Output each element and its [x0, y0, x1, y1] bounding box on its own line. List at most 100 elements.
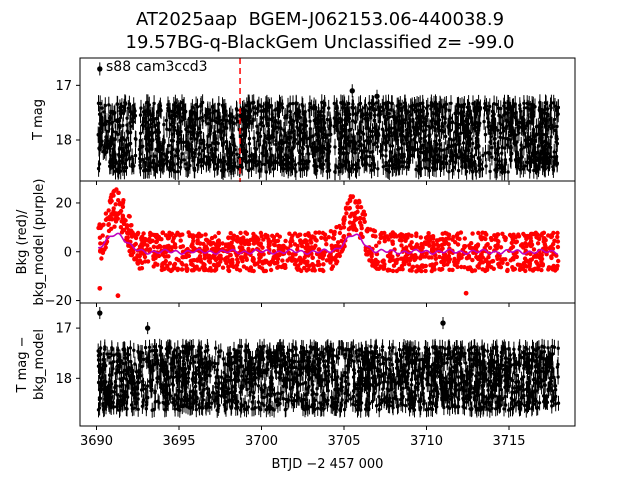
mag-point — [508, 106, 512, 111]
mag-point — [137, 147, 142, 152]
mag-point — [540, 165, 545, 169]
bkg-point — [238, 230, 243, 236]
mag-point — [109, 111, 113, 115]
mag-point — [232, 161, 237, 165]
mag-point — [213, 109, 217, 113]
mag-point — [376, 167, 380, 171]
mag-point — [466, 101, 471, 106]
mag-point — [223, 126, 227, 130]
mag-point — [341, 106, 345, 110]
mag-point — [552, 162, 556, 166]
mag-point — [407, 154, 412, 158]
mag-point — [116, 117, 120, 122]
mag-point — [370, 134, 374, 139]
mag-point — [397, 165, 402, 169]
mag-point — [548, 104, 553, 108]
bkg-point — [341, 225, 347, 230]
bkg-point — [280, 258, 285, 263]
mag-point — [111, 162, 115, 167]
mag-point — [461, 141, 466, 145]
mag-point — [170, 120, 174, 125]
mag-point — [250, 121, 254, 126]
mag-point — [421, 143, 425, 147]
bkg-point — [516, 234, 522, 239]
mag-point — [419, 166, 423, 171]
mag-point — [319, 129, 323, 133]
mag-point — [103, 121, 107, 125]
mag-point — [104, 136, 109, 140]
mag-point — [283, 131, 287, 135]
mag-point — [151, 113, 155, 117]
mag-point — [176, 169, 180, 174]
mag-point — [102, 148, 107, 153]
mag-point — [213, 119, 217, 123]
mag-point — [499, 115, 503, 119]
mag-point — [325, 117, 329, 122]
mag-point — [334, 106, 338, 111]
mag-point — [555, 124, 559, 129]
mag-point — [167, 168, 172, 172]
mag-point — [503, 158, 508, 162]
mag-point — [141, 157, 145, 162]
mag-point — [554, 157, 558, 161]
mag-point — [145, 156, 149, 161]
mag-point — [159, 108, 163, 113]
mag-point — [186, 166, 191, 171]
mag-point — [153, 154, 157, 158]
mag-point — [540, 135, 544, 140]
mag-point — [251, 118, 255, 123]
chart-title-line1: AT2025aap BGEM-J062153.06-440038.9 — [135, 9, 505, 30]
mag-point — [120, 160, 124, 164]
mag-point — [552, 117, 557, 122]
mag-point — [162, 122, 166, 127]
mag-point — [96, 166, 101, 171]
bkg-point — [96, 225, 101, 231]
mag-point — [229, 135, 234, 140]
mag-point — [197, 152, 201, 156]
mag-point — [298, 115, 302, 120]
mag-point — [133, 137, 138, 141]
mag-point — [418, 140, 422, 144]
mag-point — [299, 159, 303, 163]
mag-point — [184, 127, 188, 132]
mag-point — [553, 104, 557, 108]
mag-point — [317, 134, 321, 138]
mag-point — [364, 139, 369, 143]
mag-point — [244, 123, 249, 128]
mag-point — [395, 104, 399, 108]
mag-point — [537, 132, 541, 136]
mag-point — [231, 115, 235, 119]
mag-point — [427, 134, 432, 139]
mag-point — [353, 120, 358, 124]
mag-point — [332, 124, 336, 129]
mag-point — [380, 153, 384, 158]
mag-point — [389, 157, 394, 161]
mag-point — [519, 116, 523, 120]
mag-point — [338, 170, 342, 174]
bkg-point — [555, 234, 560, 240]
mag-point — [367, 101, 371, 106]
mag-point — [253, 111, 258, 115]
mag-point — [437, 158, 442, 162]
outlier-point — [349, 88, 355, 94]
mag-point — [324, 158, 328, 163]
y-tick-label: 17 — [55, 79, 72, 94]
mag-point — [198, 116, 202, 120]
mag-point — [449, 101, 453, 106]
mag-point — [411, 117, 415, 122]
mag-point — [271, 161, 275, 165]
mag-point — [490, 146, 494, 150]
mag-point — [502, 101, 507, 105]
mag-point — [381, 165, 385, 169]
mag-point — [444, 161, 449, 166]
mag-point — [543, 123, 548, 128]
mag-point — [253, 146, 257, 151]
mag-point — [249, 167, 254, 171]
mag-point — [98, 122, 102, 126]
outlier-point — [97, 66, 103, 72]
mag-point — [236, 119, 240, 124]
mag-point — [539, 125, 543, 129]
mag-point — [298, 137, 303, 141]
mag-point — [178, 165, 183, 170]
mag-point — [364, 160, 368, 165]
